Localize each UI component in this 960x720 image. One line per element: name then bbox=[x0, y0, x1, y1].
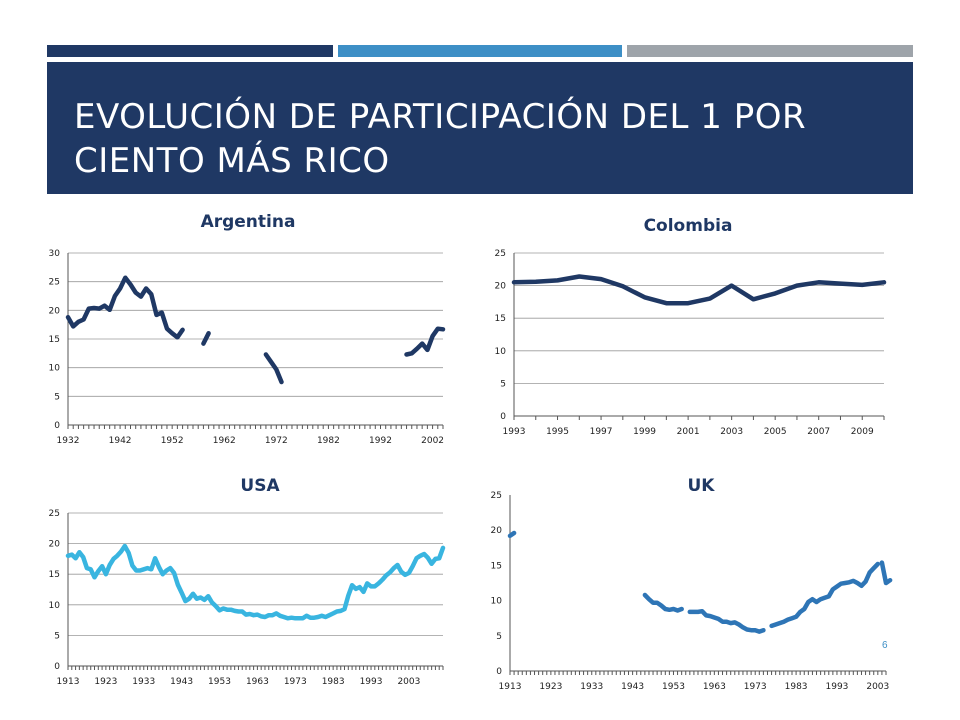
x-tick-label: 1933 bbox=[132, 677, 155, 687]
y-tick-label: 25 bbox=[49, 278, 60, 288]
chart-title-argentina: Argentina bbox=[201, 212, 296, 232]
x-tick-label: 1995 bbox=[546, 427, 569, 437]
x-tick-label: 1963 bbox=[703, 682, 726, 692]
series-line-usa bbox=[65, 543, 446, 621]
x-tick-label: 1963 bbox=[246, 677, 269, 687]
series-line-uk bbox=[879, 560, 893, 586]
y-tick-label: 10 bbox=[49, 601, 61, 611]
y-tick-label: 0 bbox=[54, 662, 60, 672]
chart-argentina-svg: Argentina 0 5 10 15 20 25 30 1932 1942 1952 1962 197… bbox=[49, 212, 446, 446]
x-tick-label: 1983 bbox=[322, 677, 345, 687]
x-tick-label: 2002 bbox=[421, 436, 444, 446]
x-tick-label: 1997 bbox=[590, 427, 613, 437]
chart-title-usa: USA bbox=[240, 476, 280, 496]
series-line-argentina bbox=[65, 275, 185, 340]
x-tick-label: 1943 bbox=[621, 682, 644, 692]
chart-usa: USA 0 5 10 15 20 25 1913 1923 1933 1943 1953 1963 197… bbox=[28, 465, 458, 700]
accent-bar-navy bbox=[47, 45, 333, 57]
x-tick-label: 1953 bbox=[208, 677, 231, 687]
chart-uk-svg: UK 0 5 10 15 20 25 1913 1923 1933 1943 1953 1963 1973… bbox=[491, 476, 893, 692]
x-tick-label: 2003 bbox=[397, 677, 420, 687]
x-tick-label: 1973 bbox=[744, 682, 767, 692]
x-tick-label: 1992 bbox=[369, 436, 392, 446]
series-line-colombia bbox=[511, 274, 887, 306]
y-tick-label: 20 bbox=[495, 282, 507, 292]
y-tick-label: 20 bbox=[49, 540, 61, 550]
x-tick-label: 1983 bbox=[785, 682, 808, 692]
y-tick-label: 25 bbox=[495, 249, 506, 259]
y-tick-label: 0 bbox=[496, 667, 502, 677]
series-line-argentina bbox=[404, 326, 446, 357]
x-tick-label: 1999 bbox=[633, 427, 656, 437]
x-tick-label: 1933 bbox=[580, 682, 603, 692]
y-tick-label: 15 bbox=[49, 570, 60, 580]
y-tick-label: 5 bbox=[496, 632, 502, 642]
x-tick-label: 2007 bbox=[807, 427, 830, 437]
chart-colombia-svg: Colombia 0 5 10 15 20 25 1993 1995 1997 1999 2001 20… bbox=[495, 216, 887, 437]
x-tick-label: 1973 bbox=[284, 677, 307, 687]
y-tick-label: 15 bbox=[49, 335, 60, 345]
x-tick-label: 1993 bbox=[503, 427, 526, 437]
chart-colombia: Colombia 0 5 10 15 20 25 1993 1995 1997 1999 2001 20… bbox=[478, 205, 898, 455]
accent-bar-gray bbox=[627, 45, 913, 57]
x-tick-label: 1923 bbox=[94, 677, 117, 687]
x-tick-label: 2003 bbox=[866, 682, 889, 692]
x-tick-label: 2009 bbox=[851, 427, 874, 437]
x-tick-label: 1993 bbox=[360, 677, 383, 687]
y-tick-label: 25 bbox=[49, 509, 60, 519]
y-tick-label: 0 bbox=[54, 421, 60, 431]
series-line-uk bbox=[687, 608, 766, 634]
y-tick-label: 10 bbox=[491, 597, 503, 607]
x-tick-label: 1982 bbox=[317, 436, 340, 446]
y-tick-label: 5 bbox=[54, 631, 60, 641]
y-tick-label: 20 bbox=[491, 526, 503, 536]
series-line-argentina bbox=[263, 352, 284, 385]
y-tick-label: 15 bbox=[495, 314, 506, 324]
y-tick-label: 5 bbox=[54, 392, 60, 402]
chart-title-colombia: Colombia bbox=[644, 216, 733, 236]
chart-uk: UK 0 5 10 15 20 25 1913 1923 1933 1943 1953 1963 1973… bbox=[478, 465, 898, 705]
x-tick-label: 1913 bbox=[57, 677, 80, 687]
chart-usa-svg: USA 0 5 10 15 20 25 1913 1923 1933 1943 1953 1963 197… bbox=[49, 476, 446, 687]
y-tick-label: 30 bbox=[49, 249, 61, 259]
x-tick-label: 1953 bbox=[662, 682, 685, 692]
slide-title: EVOLUCIÓN DE PARTICIPACIÓN DEL 1 POR CIE… bbox=[74, 97, 807, 181]
page-number: 6 bbox=[882, 640, 888, 651]
x-tick-label: 1923 bbox=[539, 682, 562, 692]
y-tick-label: 15 bbox=[491, 561, 502, 571]
series-line-argentina bbox=[201, 331, 211, 346]
x-tick-label: 1952 bbox=[161, 436, 184, 446]
x-tick-label: 1943 bbox=[170, 677, 193, 687]
x-tick-label: 1913 bbox=[499, 682, 522, 692]
title-banner: EVOLUCIÓN DE PARTICIPACIÓN DEL 1 POR CIE… bbox=[47, 62, 913, 194]
x-tick-label: 2005 bbox=[764, 427, 787, 437]
y-tick-label: 20 bbox=[49, 306, 61, 316]
x-tick-label: 1972 bbox=[265, 436, 288, 446]
y-tick-label: 10 bbox=[495, 347, 507, 357]
x-tick-label: 1932 bbox=[57, 436, 80, 446]
y-tick-label: 0 bbox=[500, 412, 506, 422]
x-tick-label: 1962 bbox=[213, 436, 236, 446]
x-tick-label: 1942 bbox=[109, 436, 132, 446]
series-line-uk bbox=[769, 561, 881, 629]
y-tick-label: 25 bbox=[491, 491, 502, 501]
series-line-uk bbox=[642, 592, 684, 613]
y-tick-label: 5 bbox=[500, 379, 506, 389]
x-tick-label: 2001 bbox=[677, 427, 700, 437]
accent-bar-blue bbox=[338, 45, 622, 57]
y-tick-label: 10 bbox=[49, 364, 61, 374]
x-tick-label: 2003 bbox=[720, 427, 743, 437]
chart-title-uk: UK bbox=[688, 476, 716, 496]
series-line-uk bbox=[507, 530, 517, 539]
x-tick-label: 1993 bbox=[826, 682, 849, 692]
chart-argentina: Argentina 0 5 10 15 20 25 30 1932 1942 1952 1962 197… bbox=[28, 205, 458, 455]
